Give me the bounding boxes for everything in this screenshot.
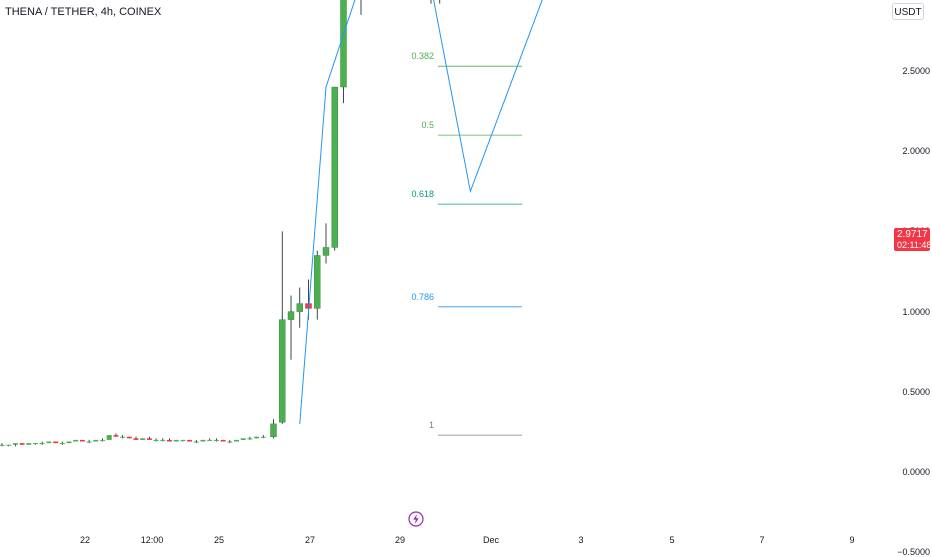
candle-body [193, 441, 199, 443]
candle-body [240, 438, 246, 440]
y-tick-label: 0.5000 [902, 386, 930, 397]
candle-body [314, 255, 321, 309]
candle-body [26, 443, 32, 445]
candle-body [100, 439, 105, 441]
candle-body [6, 444, 12, 446]
y-tick-label: 0.0000 [902, 467, 930, 477]
candle-body [93, 439, 99, 442]
candle-body [227, 441, 233, 443]
candle-body [106, 435, 112, 440]
candle-body [322, 247, 330, 256]
candle-body [213, 439, 219, 441]
candle-body [160, 439, 166, 441]
candle-body [167, 439, 172, 442]
candle-body [260, 436, 266, 438]
y-tick-label: −0.5000 [897, 547, 930, 557]
candle-body [19, 443, 25, 445]
currency-button[interactable]: USDT [892, 3, 924, 20]
last-price: 2.9717 [897, 229, 928, 240]
fib-level-label: 0.618 [411, 189, 434, 200]
candle-body [254, 436, 260, 439]
x-tick-label: 5 [669, 535, 675, 545]
candle-body [12, 443, 18, 445]
x-tick-label: 12:00 [140, 535, 164, 545]
candle-body [287, 311, 295, 320]
fib-level-label: 1 [428, 420, 434, 431]
fib-level-label: 0.382 [411, 51, 434, 62]
candle-body [146, 438, 152, 440]
candle-body [207, 439, 213, 441]
projection-line [299, 0, 543, 424]
candle-body [331, 86, 338, 248]
candle-body [33, 443, 38, 445]
candle-body [200, 439, 206, 442]
x-tick-label: 29 [394, 535, 406, 545]
fib-level-label: 0.786 [411, 291, 434, 302]
y-tick-label: 2.0000 [902, 146, 930, 157]
candle-body [340, 0, 347, 88]
x-tick-label: 27 [304, 535, 316, 545]
y-tick-label: 2.5000 [902, 66, 930, 76]
candle-body [0, 444, 5, 446]
candle-body [66, 441, 72, 444]
x-tick-label: Dec [482, 535, 500, 545]
candle-body [46, 441, 52, 444]
candle-body [86, 441, 92, 443]
candles [0, 0, 441, 447]
bar-countdown: 02:11:48 [897, 240, 932, 250]
fibonacci-retracement[interactable] [438, 0, 522, 436]
candle-body [220, 439, 226, 442]
last-price-tag: 2.9717 02:11:48 [894, 228, 932, 251]
projection-path[interactable] [299, 0, 704, 424]
x-tick-label: 22 [79, 535, 91, 545]
candle-body [79, 439, 85, 442]
symbol-title[interactable]: THENA / TETHER, 4h, COINEX [5, 6, 162, 18]
candle-body [153, 439, 159, 441]
x-tick-label: 25 [213, 535, 225, 545]
candle-body [180, 439, 186, 441]
candle-body [39, 443, 45, 445]
candle-body [296, 303, 303, 312]
lightning-icon[interactable] [408, 511, 424, 527]
y-tick-label: 1.0000 [902, 306, 930, 317]
candle-body [113, 435, 119, 437]
candle-body [126, 436, 132, 439]
x-tick-label: 3 [578, 535, 584, 545]
candle-body [270, 423, 277, 437]
x-tick-label: 7 [759, 535, 765, 545]
candle-body [234, 439, 239, 442]
candle-body [140, 438, 146, 440]
candle-body [173, 439, 179, 442]
candle-body [247, 438, 253, 440]
candle-body [53, 441, 59, 444]
candle-body [187, 439, 193, 442]
candle-body [59, 443, 65, 445]
candle-body [279, 319, 286, 423]
candle-body [73, 439, 79, 442]
fib-level-label: 0.5 [421, 120, 434, 131]
x-tick-label: 9 [849, 535, 855, 545]
candle-body [133, 438, 139, 440]
candle-body [120, 436, 126, 438]
